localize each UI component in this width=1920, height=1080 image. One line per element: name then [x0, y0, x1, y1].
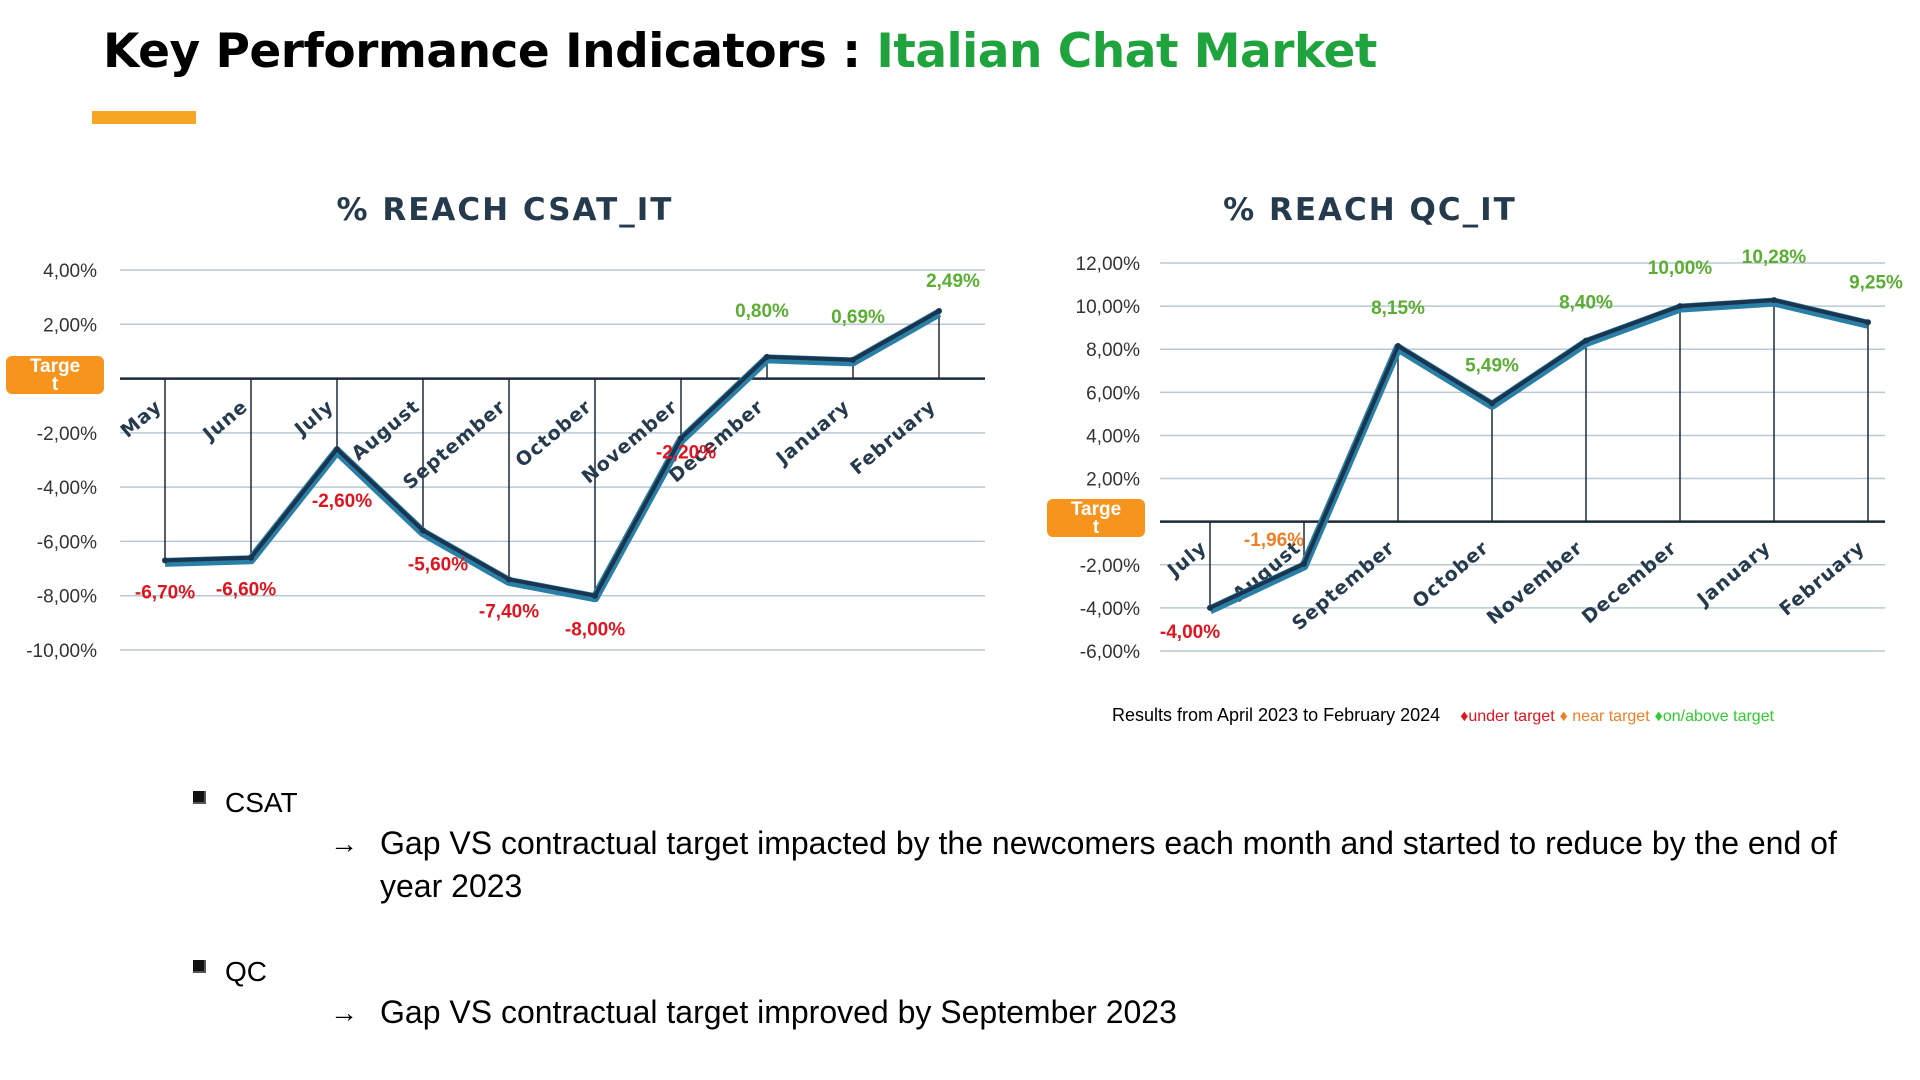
series-line — [164, 309, 940, 598]
data-point — [678, 435, 684, 442]
bullet-qc-detail-text: Gap VS contractual target improved by Se… — [380, 994, 1177, 1030]
data-label: 10,00% — [1648, 258, 1713, 279]
qc-chart: % REACH QC_IT 12,00% 10,00% 8,00% 6,00% 4,00%… — [1047, 192, 1903, 663]
data-point — [1207, 604, 1213, 611]
x-category-label: February — [846, 396, 940, 480]
bullet-qc: QC — [193, 956, 267, 988]
data-point — [1301, 560, 1307, 567]
data-point — [764, 353, 770, 360]
series-line-shadow — [1208, 297, 1870, 614]
series-line-shadow — [164, 309, 942, 603]
x-category-label: July — [289, 396, 338, 442]
data-point — [850, 356, 856, 363]
bullet-csat-label: CSAT — [225, 787, 298, 818]
data-label: 2,49% — [926, 271, 980, 292]
y-tick-label: 10,00% — [1076, 297, 1141, 318]
series-line — [1209, 298, 1869, 610]
legend-near-target: ♦ near target — [1559, 708, 1650, 725]
data-point — [420, 527, 426, 534]
y-tick-label: -2,00% — [1080, 556, 1140, 577]
x-category-label: May — [116, 396, 166, 443]
y-tick-label: -4,00% — [1080, 599, 1140, 620]
bullet-square-icon — [193, 960, 206, 973]
title-underline — [92, 111, 196, 124]
csat-chart: % REACH CSAT_IT 4,00% 2,00% -2,00% -4,00% -6,… — [6, 192, 985, 662]
data-label: 10,28% — [1742, 247, 1807, 268]
data-point — [1583, 337, 1589, 344]
data-label: 9,25% — [1849, 272, 1903, 293]
bullet-csat-detail: → Gap VS contractual target impacted by … — [330, 822, 1900, 908]
data-label: 8,40% — [1559, 293, 1613, 314]
bullet-csat: CSAT — [193, 787, 298, 819]
y-tick-label: -8,00% — [37, 587, 97, 608]
data-label: -2,60% — [312, 491, 372, 512]
y-tick-label: 6,00% — [1086, 383, 1140, 404]
y-tick-label: -2,00% — [37, 424, 97, 445]
slide-title: Key Performance Indicators : Italian Cha… — [103, 24, 1377, 79]
data-point — [506, 576, 512, 583]
bullet-square-icon — [193, 791, 206, 804]
data-label: 5,49% — [1465, 355, 1519, 376]
x-category-label: June — [197, 396, 252, 447]
target-badge — [1047, 499, 1145, 537]
target-badge-label: Targe — [30, 356, 80, 377]
y-tick-label: -10,00% — [26, 641, 97, 662]
footnote: Results from April 2023 to February 2024… — [1112, 705, 1774, 726]
data-label: -2,20% — [656, 442, 716, 463]
data-point — [248, 554, 254, 561]
x-category-label: January — [1692, 537, 1775, 612]
target-badge-label: t — [52, 374, 59, 395]
chart-title: % REACH QC_IT — [1223, 192, 1517, 228]
x-category-label: October — [1408, 537, 1493, 613]
chart-title: % REACH CSAT_IT — [337, 192, 674, 228]
data-label: -5,60% — [408, 555, 468, 576]
bullet-csat-detail-text: Gap VS contractual target impacted by th… — [380, 825, 1837, 904]
title-main: Key Performance Indicators : — [103, 24, 877, 79]
x-category-label: November — [1483, 537, 1587, 630]
y-tick-label: -6,00% — [1080, 642, 1140, 663]
data-point — [592, 592, 598, 599]
data-point — [1771, 297, 1777, 304]
data-point — [1677, 303, 1683, 310]
legend-under-target: ♦under target — [1460, 708, 1555, 725]
y-tick-label: 8,00% — [1086, 340, 1140, 361]
y-tick-label: -6,00% — [37, 532, 97, 553]
legend-above-target: ♦on/above target — [1654, 708, 1775, 725]
target-badge-label: Targe — [1071, 499, 1121, 520]
data-label: -6,70% — [135, 582, 195, 603]
data-point — [1865, 319, 1871, 326]
data-label: -7,40% — [479, 601, 539, 622]
data-point — [1489, 400, 1495, 407]
data-label: -1,96% — [1244, 530, 1304, 551]
bullet-qc-label: QC — [225, 956, 267, 987]
data-point — [936, 307, 942, 314]
data-label: 0,80% — [735, 301, 789, 322]
y-tick-label: 2,00% — [43, 315, 97, 336]
data-label: -4,00% — [1160, 622, 1220, 643]
data-label: -6,60% — [216, 580, 276, 601]
target-badge-label: t — [1093, 517, 1100, 538]
x-category-label: August — [347, 396, 424, 465]
arrow-right-icon: → — [330, 997, 358, 1028]
y-tick-label: 4,00% — [43, 261, 97, 282]
y-tick-label: -4,00% — [37, 478, 97, 499]
bullet-qc-detail: → Gap VS contractual target improved by … — [330, 991, 1900, 1034]
data-label: 0,69% — [831, 307, 885, 328]
x-category-label: December — [1578, 537, 1681, 629]
x-category-label: October — [511, 396, 596, 472]
data-label: 8,15% — [1371, 298, 1425, 319]
footnote-text: Results from April 2023 to February 2024 — [1112, 705, 1441, 725]
data-point — [334, 446, 340, 453]
data-point — [162, 557, 168, 564]
y-tick-label: 4,00% — [1086, 426, 1140, 447]
y-tick-label: 2,00% — [1086, 470, 1140, 491]
data-label: -8,00% — [565, 620, 625, 641]
y-tick-label: 12,00% — [1076, 254, 1141, 275]
x-category-label: July — [1162, 537, 1211, 583]
title-accent: Italian Chat Market — [876, 24, 1377, 79]
target-badge — [6, 356, 104, 394]
data-point — [1395, 342, 1401, 349]
arrow-right-icon: → — [330, 828, 358, 859]
